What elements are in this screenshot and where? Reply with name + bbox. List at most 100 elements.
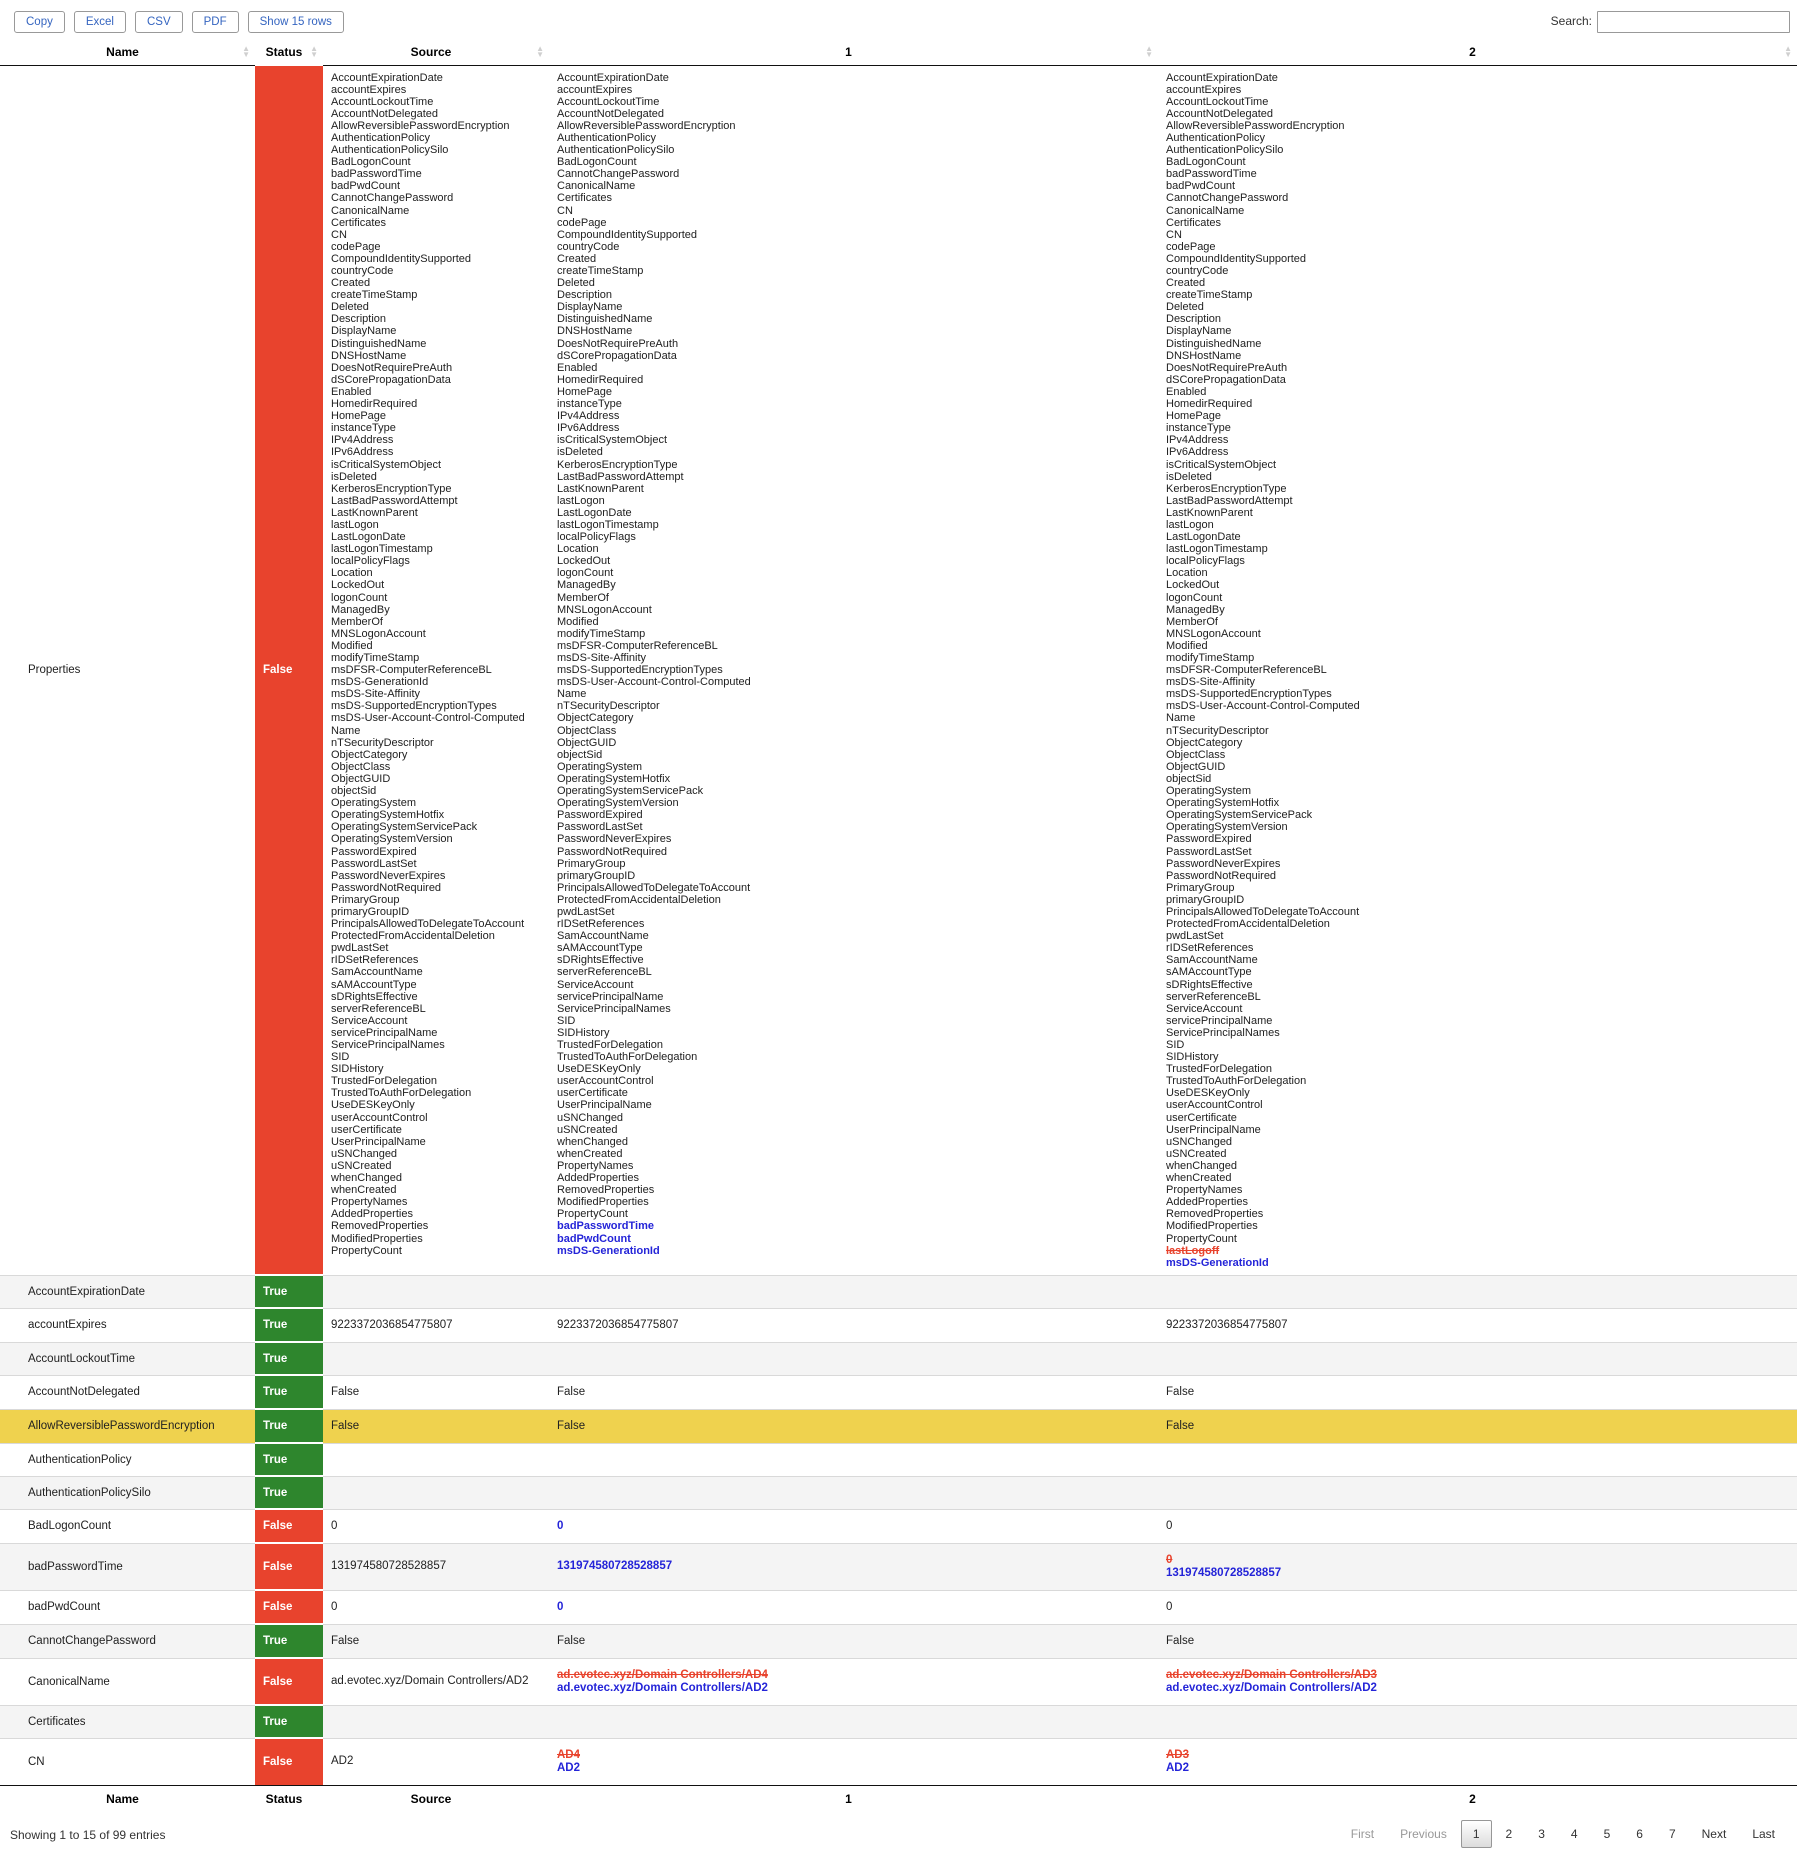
property-name: OperatingSystemHotfix <box>557 772 671 785</box>
sort-icon: ▲ ▼ <box>1145 44 1153 60</box>
footer-column-header-status: Status <box>255 1784 323 1812</box>
pagination-page-3[interactable]: 3 <box>1538 1826 1545 1841</box>
property-name: DistinguishedName <box>557 313 653 326</box>
pagination-page-1[interactable]: 1 <box>1460 1819 1492 1848</box>
toolbar-button-pdf[interactable]: PDF <box>191 11 239 33</box>
property-name: IPv6Address <box>1166 446 1229 459</box>
sort-icon: ▲ ▼ <box>310 44 318 59</box>
row-name: badPwdCount <box>0 1589 255 1625</box>
cell-2-value: 0 <box>1158 1589 1797 1625</box>
property-name: PasswordNeverExpires <box>557 833 672 846</box>
property-name: DisplayName <box>1166 325 1232 338</box>
cell-2-value: ad.evotec.xyz/Domain Controllers/AD3 ad.e… <box>1158 1657 1797 1706</box>
property-name: Modified <box>557 615 599 628</box>
cell-1-value <box>549 1475 1158 1510</box>
property-name: primaryGroupID <box>331 905 410 918</box>
property-name: Deleted <box>1166 301 1204 314</box>
property-name: uSNChanged <box>331 1147 398 1160</box>
property-name: PasswordExpired <box>557 809 643 822</box>
property-name: codePage <box>1166 240 1216 253</box>
cell-2-value <box>1158 1704 1797 1739</box>
property-name: accountExpires <box>331 83 407 96</box>
property-name: servicePrincipalName <box>331 1026 438 1039</box>
property-name: SamAccountName <box>557 930 649 943</box>
pagination-first[interactable]: First <box>1350 1826 1375 1841</box>
column-header-2[interactable]: 2 ▲ ▼ <box>1158 40 1797 66</box>
column-header-name[interactable]: Name ▲ ▼ <box>0 40 255 66</box>
toolbar-button-show-rows[interactable]: Show 15 rows <box>247 11 344 33</box>
property-name: serverReferenceBL <box>331 1002 426 1015</box>
value-text: False <box>557 1419 586 1432</box>
status-badge: False <box>255 1508 323 1544</box>
property-name: LockedOut <box>557 555 611 568</box>
cell-1-value: 131974580728528857 <box>549 1542 1158 1591</box>
property-name: CN <box>557 204 573 217</box>
property-name: AuthenticationPolicySilo <box>557 144 675 157</box>
property-name: isDeleted <box>1166 470 1212 483</box>
property-added: badPasswordTime <box>557 1220 654 1233</box>
value-removed: ad.evotec.xyz/Domain Controllers/AD3 <box>1166 1668 1377 1681</box>
row-name: AccountExpirationDate <box>0 1274 255 1309</box>
column-header-status[interactable]: Status ▲ ▼ <box>255 40 323 66</box>
property-name: lastLogon <box>1166 518 1214 531</box>
toolbar-button-csv[interactable]: CSV <box>134 11 183 33</box>
property-name: uSNCreated <box>557 1123 618 1136</box>
property-name: instanceType <box>331 422 396 435</box>
column-header-1[interactable]: 1 ▲ ▼ <box>549 40 1158 66</box>
pagination-previous[interactable]: Previous <box>1400 1826 1447 1841</box>
property-name: localPolicyFlags <box>1166 555 1245 568</box>
pagination-page-4[interactable]: 4 <box>1570 1826 1578 1841</box>
property-name: UseDESKeyOnly <box>331 1099 415 1112</box>
row-name: badPasswordTime <box>0 1542 255 1591</box>
property-name: PropertyNames <box>557 1159 634 1172</box>
table-row-properties: Properties False AccountExpirationDate acco… <box>0 63 1797 1276</box>
property-name: msDS-User-Account-Control-Computed <box>1166 700 1360 713</box>
cell-1-value <box>549 1274 1158 1309</box>
cell-source-property-list: AccountExpirationDate accountExpires Accou… <box>323 64 549 1276</box>
column-header-source[interactable]: Source ▲ ▼ <box>323 40 549 66</box>
property-name: ObjectGUID <box>331 772 391 785</box>
property-name: msDS-GenerationId <box>331 676 429 689</box>
pagination-page-7[interactable]: 7 <box>1668 1826 1676 1841</box>
property-name: BadLogonCount <box>557 156 637 169</box>
property-name: DNSHostName <box>557 325 633 338</box>
pagination-page-2[interactable]: 2 <box>1505 1826 1513 1841</box>
pagination-page-5[interactable]: 5 <box>1603 1826 1611 1841</box>
cell-source-value <box>323 1341 549 1376</box>
cell-source-value: 0 <box>323 1589 549 1625</box>
pagination-page-6[interactable]: 6 <box>1636 1826 1643 1841</box>
cell-1-value <box>549 1341 1158 1376</box>
search-input[interactable] <box>1597 11 1790 33</box>
property-name: localPolicyFlags <box>331 555 410 568</box>
row-name: AuthenticationPolicy <box>0 1442 255 1477</box>
property-name: Certificates <box>1166 216 1222 229</box>
pagination-next[interactable]: Next <box>1701 1826 1727 1841</box>
status-badge: True <box>255 1341 323 1376</box>
property-name: SIDHistory <box>331 1063 384 1076</box>
toolbar-button-copy[interactable]: Copy <box>14 11 65 33</box>
toolbar-button-excel[interactable]: Excel <box>73 11 126 33</box>
pagination-last[interactable]: Last <box>1752 1826 1775 1841</box>
property-name: PrimaryGroup <box>331 893 400 906</box>
property-name: DNSHostName <box>331 349 407 362</box>
property-name: lastLogonTimestamp <box>331 543 433 556</box>
cell-1-value: False <box>549 1623 1158 1659</box>
property-name: pwdLastSet <box>557 905 615 918</box>
property-name: Enabled <box>331 385 372 398</box>
value-text: 9223372036854775807 <box>557 1318 679 1331</box>
property-name: AccountLockoutTime <box>1166 95 1269 108</box>
status-badge: False <box>255 1589 323 1625</box>
property-name: LastKnownParent <box>331 506 418 519</box>
status-badge: True <box>255 1408 323 1444</box>
property-name: pwdLastSet <box>331 942 389 955</box>
property-name: accountExpires <box>1166 83 1242 96</box>
property-name: SID <box>331 1051 350 1064</box>
property-name: ModifiedProperties <box>1166 1220 1258 1233</box>
property-name: ServiceAccount <box>557 978 634 991</box>
property-name: AccountLockoutTime <box>331 95 434 108</box>
property-name: Deleted <box>331 301 369 314</box>
value-text: 0 <box>331 1600 338 1613</box>
property-name: serverReferenceBL <box>557 966 652 979</box>
property-name: MemberOf <box>331 615 383 628</box>
property-name: AllowReversiblePasswordEncryption <box>331 119 510 132</box>
